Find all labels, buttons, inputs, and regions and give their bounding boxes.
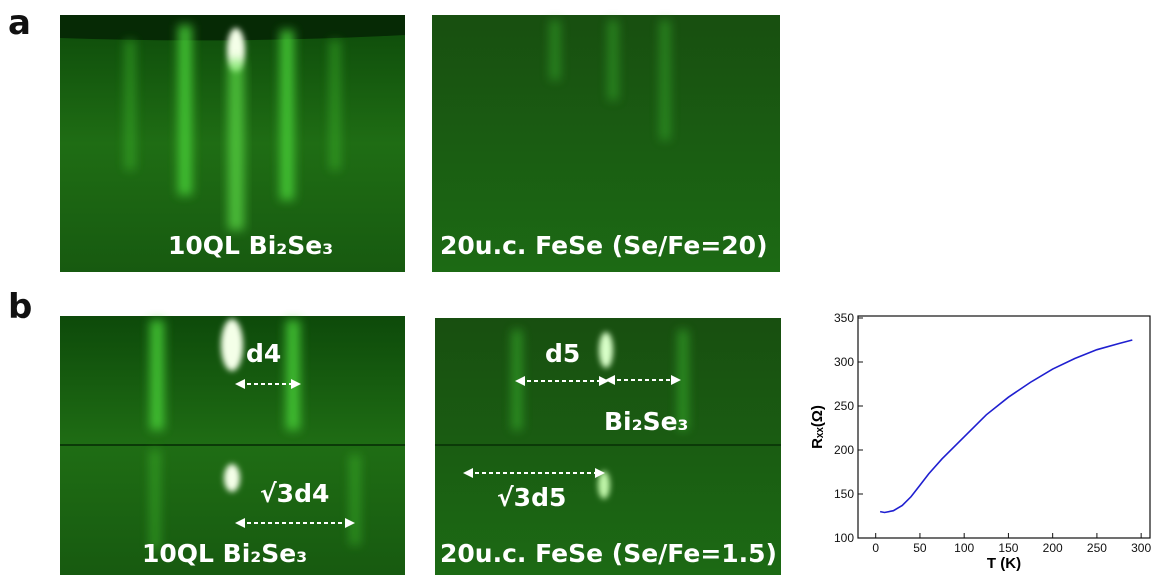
rheed-image: d5 Bi₂Se₃ √3d5 20u.c. FeSe (Se/Fe=1.5) (435, 318, 781, 575)
spacing-label: d4 (246, 339, 281, 368)
panel-label: a (8, 3, 31, 43)
plot-frame (858, 316, 1150, 538)
x-tick-label: 50 (913, 541, 927, 555)
panel-label: b (8, 287, 32, 327)
y-tick-label: 200 (834, 443, 854, 457)
x-tick-label: 0 (872, 541, 879, 555)
y-axis-label: Rₓₓ(Ω) (809, 405, 826, 449)
x-tick-label: 100 (954, 541, 974, 555)
y-tick-label: 250 (834, 399, 854, 413)
x-axis-label: T (K) (987, 555, 1021, 572)
x-tick-label: 250 (1087, 541, 1107, 555)
figure: a b 10QL Bi₂Se₃ 20u.c. FeSe (Se/Fe=20) d (0, 0, 1163, 579)
x-tick-label: 150 (998, 541, 1018, 555)
data-line (880, 340, 1132, 512)
chart: T (K) Rₓₓ(Ω) 0 50 100 150 200 250 300 100 150 200… (809, 311, 1151, 572)
spacing-label: d5 (545, 339, 580, 368)
spacing-label: √3d5 (497, 483, 566, 512)
image-caption: 10QL Bi₂Se₃ (142, 539, 307, 568)
y-tick-label: 300 (834, 355, 854, 369)
image-caption: 20u.c. FeSe (Se/Fe=20) (440, 231, 768, 260)
rheed-image: d4 √3d4 10QL Bi₂Se₃ (60, 316, 405, 575)
spacing-label: Bi₂Se₃ (604, 407, 689, 436)
image-caption: 20u.c. FeSe (Se/Fe=1.5) (440, 539, 777, 568)
x-tick-label: 200 (1043, 541, 1063, 555)
y-tick-label: 100 (834, 531, 854, 545)
y-tick-label: 350 (834, 311, 854, 325)
rheed-image: 20u.c. FeSe (Se/Fe=20) (432, 15, 780, 272)
image-caption: 10QL Bi₂Se₃ (168, 231, 333, 260)
x-tick-label: 300 (1131, 541, 1151, 555)
y-tick-label: 150 (834, 487, 854, 501)
spacing-label: √3d4 (260, 479, 329, 508)
rheed-image: 10QL Bi₂Se₃ (60, 15, 405, 272)
